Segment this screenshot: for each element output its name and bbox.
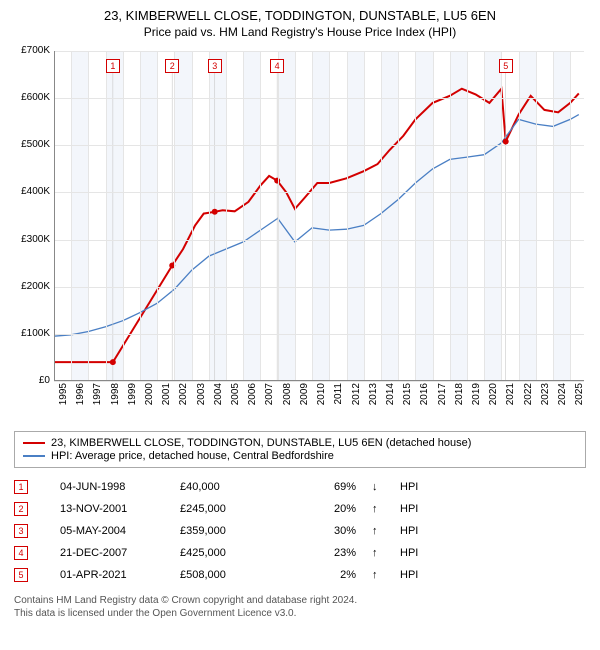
x-axis-label: 2021: [505, 383, 515, 415]
arrow-down-icon: ↓: [372, 481, 384, 493]
x-axis-label: 2018: [454, 383, 464, 415]
row-percent: 30%: [296, 525, 356, 537]
chart-marker-5: 5: [499, 59, 513, 73]
row-percent: 23%: [296, 547, 356, 559]
chart-svg: [54, 51, 584, 381]
x-axis-label: 1998: [110, 383, 120, 415]
row-percent: 20%: [296, 503, 356, 515]
x-axis-label: 1995: [58, 383, 68, 415]
legend-row: 23, KIMBERWELL CLOSE, TODDINGTON, DUNSTA…: [23, 437, 577, 449]
x-axis-label: 2006: [247, 383, 257, 415]
legend-label: 23, KIMBERWELL CLOSE, TODDINGTON, DUNSTA…: [51, 437, 471, 449]
row-hpi-label: HPI: [400, 503, 430, 515]
x-axis-label: 2007: [264, 383, 274, 415]
x-axis-label: 2020: [488, 383, 498, 415]
x-axis-label: 1999: [127, 383, 137, 415]
x-axis-label: 2009: [299, 383, 309, 415]
x-axis-label: 2014: [385, 383, 395, 415]
row-price: £40,000: [180, 481, 280, 493]
arrow-up-icon: ↑: [372, 569, 384, 581]
x-axis-label: 2017: [437, 383, 447, 415]
row-date: 13-NOV-2001: [44, 503, 164, 515]
row-hpi-label: HPI: [400, 547, 430, 559]
row-percent: 69%: [296, 481, 356, 493]
y-axis-label: £600K: [10, 92, 50, 103]
legend-swatch: [23, 442, 45, 444]
row-marker: 1: [14, 480, 28, 494]
row-price: £359,000: [180, 525, 280, 537]
table-row: 2 13-NOV-2001 £245,000 20% ↑ HPI: [14, 498, 586, 520]
y-axis-label: £200K: [10, 281, 50, 292]
legend-label: HPI: Average price, detached house, Cent…: [51, 450, 334, 462]
y-axis-label: £400K: [10, 186, 50, 197]
row-date: 05-MAY-2004: [44, 525, 164, 537]
series-property: [54, 89, 579, 362]
chart-container: 23, KIMBERWELL CLOSE, TODDINGTON, DUNSTA…: [0, 0, 600, 650]
x-axis-label: 2003: [196, 383, 206, 415]
row-date: 01-APR-2021: [44, 569, 164, 581]
y-axis-label: £100K: [10, 328, 50, 339]
x-axis-label: 2019: [471, 383, 481, 415]
row-marker: 4: [14, 546, 28, 560]
chart-marker-1: 1: [106, 59, 120, 73]
row-hpi-label: HPI: [400, 481, 430, 493]
footer-attribution: Contains HM Land Registry data © Crown c…: [14, 594, 586, 620]
x-axis-label: 2005: [230, 383, 240, 415]
x-axis-label: 2025: [574, 383, 584, 415]
x-axis-label: 2004: [213, 383, 223, 415]
x-axis-label: 2008: [282, 383, 292, 415]
x-axis-label: 2013: [368, 383, 378, 415]
y-axis-label: £700K: [10, 45, 50, 56]
x-axis-label: 2002: [178, 383, 188, 415]
row-date: 04-JUN-1998: [44, 481, 164, 493]
row-percent: 2%: [296, 569, 356, 581]
row-price: £245,000: [180, 503, 280, 515]
row-price: £508,000: [180, 569, 280, 581]
chart-marker-4: 4: [270, 59, 284, 73]
row-hpi-label: HPI: [400, 569, 430, 581]
x-axis-label: 2012: [351, 383, 361, 415]
table-row: 5 01-APR-2021 £508,000 2% ↑ HPI: [14, 564, 586, 586]
series-hpi: [54, 115, 579, 337]
row-marker: 5: [14, 568, 28, 582]
row-hpi-label: HPI: [400, 525, 430, 537]
x-axis-label: 2016: [419, 383, 429, 415]
sales-table: 1 04-JUN-1998 £40,000 69% ↓ HPI 2 13-NOV-2001 £2…: [14, 476, 586, 586]
chart-marker-3: 3: [208, 59, 222, 73]
x-axis-label: 2022: [523, 383, 533, 415]
x-axis-label: 2011: [333, 383, 343, 415]
row-date: 21-DEC-2007: [44, 547, 164, 559]
x-axis-label: 2001: [161, 383, 171, 415]
footer-line1: Contains HM Land Registry data © Crown c…: [14, 594, 586, 607]
chart-marker-2: 2: [165, 59, 179, 73]
chart-area: 1 2 3 4 5 £0 £100K £200K £300K £400K £500K £600K £7…: [10, 45, 590, 425]
x-axis-label: 2010: [316, 383, 326, 415]
x-axis-label: 2023: [540, 383, 550, 415]
footer-line2: This data is licensed under the Open Gov…: [14, 607, 586, 620]
legend-row: HPI: Average price, detached house, Cent…: [23, 450, 577, 462]
x-axis-label: 2000: [144, 383, 154, 415]
table-row: 3 05-MAY-2004 £359,000 30% ↑ HPI: [14, 520, 586, 542]
y-axis-label: £0: [10, 375, 50, 386]
legend-swatch: [23, 455, 45, 457]
chart-title: 23, KIMBERWELL CLOSE, TODDINGTON, DUNSTA…: [10, 8, 590, 23]
plot-region: 1 2 3 4 5: [54, 51, 584, 381]
row-marker: 3: [14, 524, 28, 538]
arrow-up-icon: ↑: [372, 547, 384, 559]
x-axis-label: 1997: [92, 383, 102, 415]
row-price: £425,000: [180, 547, 280, 559]
table-row: 4 21-DEC-2007 £425,000 23% ↑ HPI: [14, 542, 586, 564]
table-row: 1 04-JUN-1998 £40,000 69% ↓ HPI: [14, 476, 586, 498]
x-axis-label: 2015: [402, 383, 412, 415]
chart-subtitle: Price paid vs. HM Land Registry's House …: [10, 25, 590, 39]
arrow-up-icon: ↑: [372, 525, 384, 537]
x-axis-label: 2024: [557, 383, 567, 415]
row-marker: 2: [14, 502, 28, 516]
arrow-up-icon: ↑: [372, 503, 384, 515]
y-axis-label: £300K: [10, 234, 50, 245]
x-axis-label: 1996: [75, 383, 85, 415]
legend-box: 23, KIMBERWELL CLOSE, TODDINGTON, DUNSTA…: [14, 431, 586, 468]
y-axis-label: £500K: [10, 139, 50, 150]
